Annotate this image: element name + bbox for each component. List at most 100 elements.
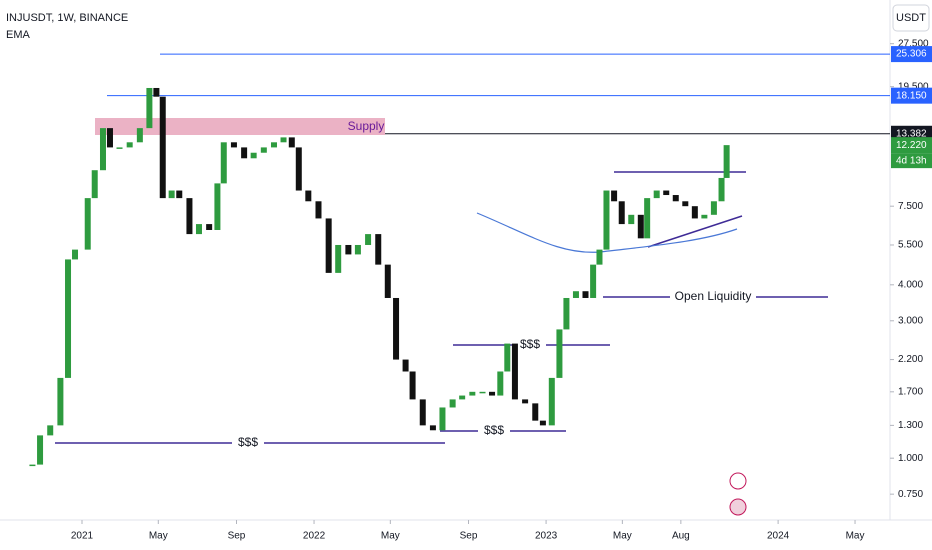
supply-zone — [95, 118, 385, 135]
price-tag-label: 25.306 — [896, 49, 927, 60]
candle — [701, 214, 708, 219]
candle — [106, 128, 113, 148]
y-tick-label: 5.500 — [898, 240, 923, 251]
countdown-tag — [891, 153, 932, 169]
candle — [663, 190, 670, 196]
candle — [522, 399, 529, 404]
x-tick-label: Sep — [460, 531, 478, 542]
y-tick-label: 7.500 — [898, 201, 923, 212]
price-tag — [891, 137, 932, 154]
candle — [429, 425, 436, 431]
y-tick-label: 1.700 — [898, 386, 923, 397]
candle — [682, 201, 689, 207]
candle — [176, 190, 183, 199]
candle — [375, 234, 382, 265]
label-bg — [514, 338, 546, 352]
indicator: EMA — [6, 29, 31, 41]
candle — [146, 87, 153, 129]
event-icon[interactable] — [729, 498, 747, 516]
candle — [459, 395, 466, 400]
price-tag-label: 18.150 — [896, 90, 927, 101]
candle — [214, 183, 221, 230]
candle — [637, 214, 644, 239]
candle — [136, 128, 143, 143]
candle — [37, 435, 44, 465]
x-tick-label: Sep — [228, 531, 246, 542]
candle — [315, 201, 322, 219]
candle — [288, 137, 295, 148]
symbol: INJUSDT, 1W, BINANCE — [6, 12, 128, 24]
candle — [723, 145, 730, 178]
candle — [230, 142, 237, 148]
candle — [479, 391, 486, 394]
currency-label[interactable]: USDT — [896, 12, 926, 24]
candle — [710, 201, 717, 215]
candle — [384, 264, 391, 298]
candle — [644, 198, 651, 239]
candle — [354, 244, 361, 255]
candle — [672, 195, 679, 202]
candle — [393, 297, 400, 360]
candle — [116, 147, 123, 149]
candle — [186, 198, 193, 235]
candle — [556, 329, 563, 378]
supply-label: Supply — [348, 119, 385, 133]
y-tick-label: 1.300 — [898, 420, 923, 431]
candle — [469, 391, 476, 396]
candle — [250, 152, 257, 159]
candle — [653, 190, 660, 199]
candle — [325, 218, 332, 273]
candle — [618, 201, 625, 225]
candle — [590, 264, 597, 298]
candle — [195, 224, 202, 235]
candle — [532, 403, 539, 421]
candle — [628, 214, 635, 225]
candle — [84, 198, 91, 250]
candle — [345, 244, 352, 255]
candle — [260, 147, 267, 153]
y-tick-label: 4.000 — [898, 279, 923, 290]
liquidity-label: $$$ — [238, 435, 258, 449]
y-tick-label: 3.000 — [898, 315, 923, 326]
currency-button[interactable] — [892, 4, 930, 32]
candle — [603, 190, 610, 250]
countdown: 4d 13h — [896, 155, 927, 166]
candle — [539, 420, 546, 426]
y-tick-label: 2.200 — [898, 354, 923, 365]
price-tag — [891, 46, 932, 63]
candle — [168, 190, 175, 199]
candle — [72, 249, 79, 260]
candle — [270, 142, 277, 148]
candle — [65, 259, 72, 378]
candle — [47, 425, 54, 436]
candle — [365, 234, 372, 245]
event-icon[interactable] — [729, 472, 747, 490]
candle — [504, 343, 511, 372]
candle — [596, 249, 603, 265]
candle — [220, 142, 227, 184]
label-bg — [670, 290, 756, 304]
price-tag — [891, 87, 932, 104]
price-tag-label: 12.220 — [896, 140, 927, 151]
candle — [718, 177, 725, 202]
liquidity-label: $$$ — [520, 337, 540, 351]
candle — [439, 407, 446, 431]
candle — [99, 128, 106, 171]
candle — [449, 399, 456, 408]
candle — [29, 464, 36, 467]
candle — [305, 190, 312, 202]
x-tick-label: 2021 — [71, 531, 94, 542]
candle — [335, 244, 342, 273]
candle — [691, 206, 698, 219]
x-tick-label: May — [613, 531, 632, 542]
candle — [159, 96, 166, 199]
x-tick-label: 2022 — [303, 531, 326, 542]
x-tick-label: May — [149, 531, 168, 542]
candle — [497, 371, 504, 396]
candle — [572, 291, 579, 298]
candle — [57, 377, 64, 426]
x-tick-label: May — [381, 531, 400, 542]
x-tick-label: 2024 — [767, 531, 790, 542]
